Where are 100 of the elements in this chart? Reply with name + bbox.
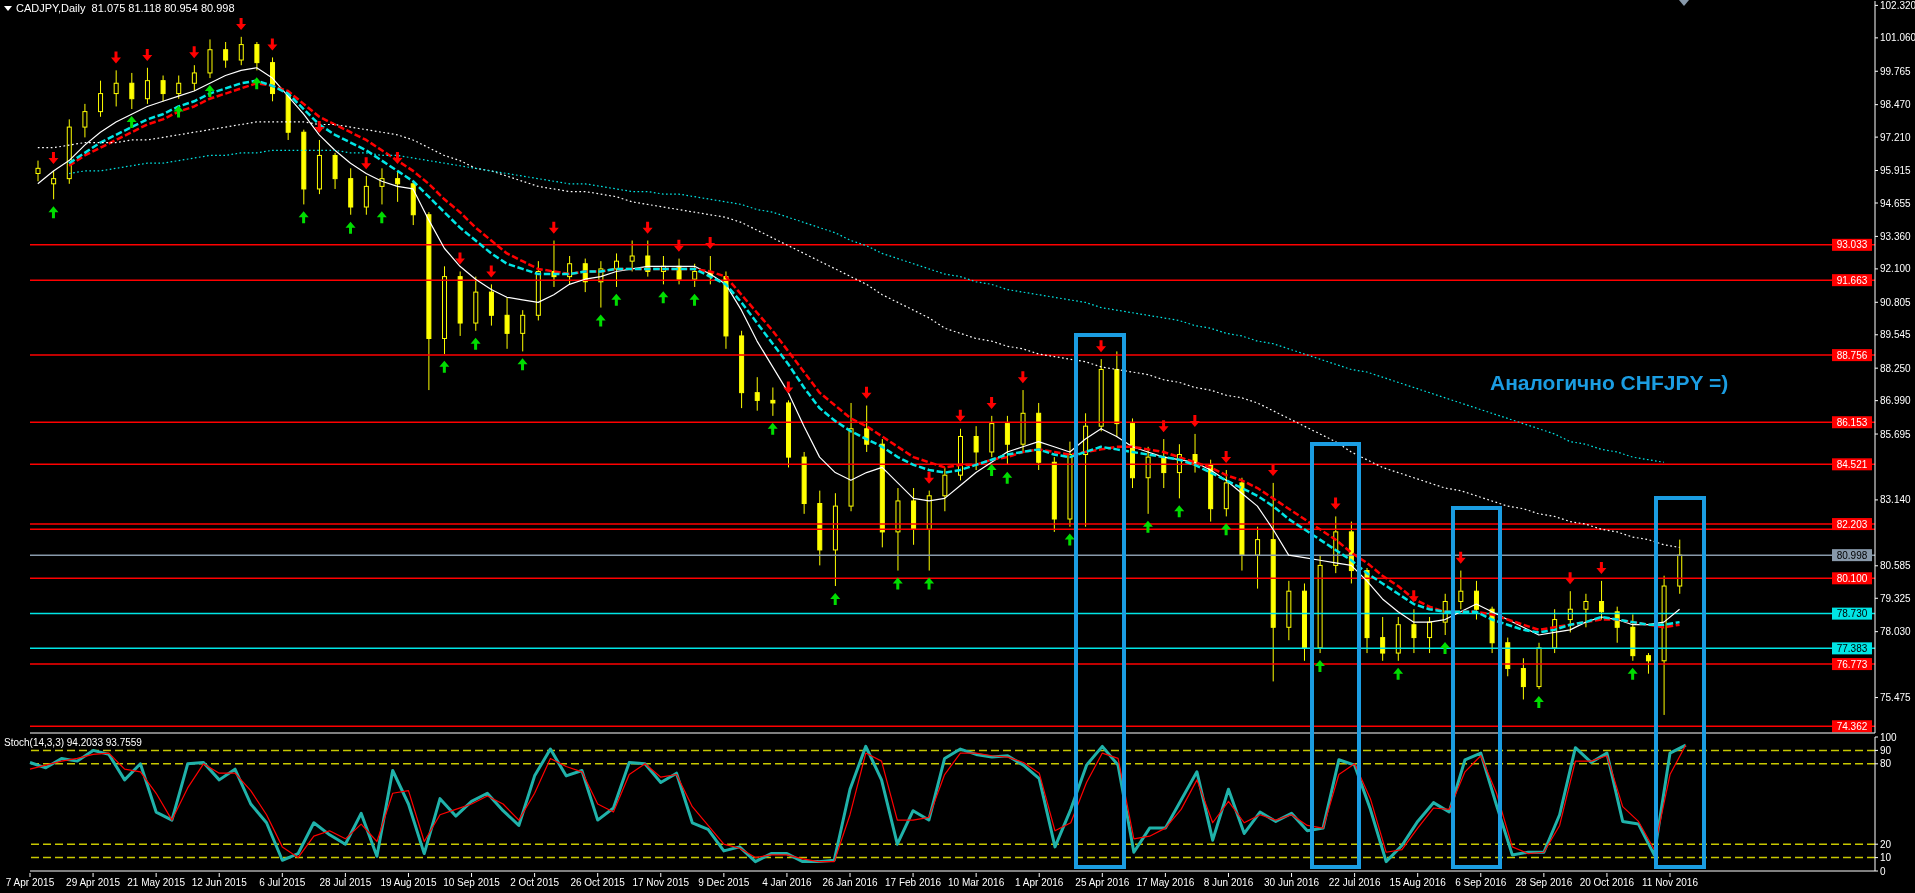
x-tick-label: 26 Jan 2016 [822, 877, 878, 888]
point [548, 221, 559, 234]
y-tick-label: 10 [1880, 852, 1892, 864]
y-tick-label: 90.805 [1880, 296, 1912, 308]
point [454, 252, 465, 265]
candlestick [35, 160, 41, 182]
candlestick [488, 283, 494, 327]
point [1002, 471, 1013, 484]
candlestick [1458, 570, 1464, 610]
point [314, 121, 325, 134]
y-tick-label: 0 [1880, 865, 1886, 877]
y-tick-label: 92.100 [1880, 263, 1912, 275]
x-tick-label: 17 Feb 2016 [884, 877, 942, 888]
candlestick [1473, 580, 1479, 621]
candlestick [82, 103, 88, 138]
point [1330, 497, 1341, 510]
point [611, 293, 622, 306]
point [48, 152, 59, 165]
candlestick [1380, 616, 1386, 662]
point [1596, 561, 1607, 574]
candlestick [1583, 593, 1589, 628]
x-tick-label: 8 Jun 2016 [1203, 877, 1254, 888]
y-tick-label: 79.325 [1880, 592, 1912, 604]
x-tick-label: 6 Jul 2015 [259, 877, 306, 888]
x-tick-label: 11 Nov 2016 [1642, 877, 1699, 888]
point [1221, 523, 1232, 536]
y-tick-label: 85.695 [1880, 428, 1912, 440]
candlestick [520, 309, 526, 352]
ref-line-label: 93.033 [1836, 239, 1868, 251]
candlestick [395, 170, 401, 203]
point [111, 51, 121, 64]
y-tick-label: 102.320 [1880, 0, 1915, 11]
ref-line-label: 82.203 [1836, 518, 1868, 530]
candlestick [1004, 415, 1010, 466]
candlestick [692, 263, 698, 288]
candlestick [363, 175, 369, 216]
x-tick-label: 30 Jun 2016 [1264, 877, 1320, 888]
point [642, 221, 653, 234]
point [486, 265, 497, 278]
x-tick-label: 15 Aug 2016 [1389, 877, 1447, 888]
y-tick-label: 101.060 [1880, 32, 1915, 44]
y-tick-label: 97.210 [1880, 131, 1912, 143]
point [1408, 590, 1419, 603]
chart-title: Stoch(14,3,3) 94.2033 93.7559 [4, 737, 142, 749]
point [1314, 659, 1325, 672]
candlestick [379, 167, 385, 205]
point [470, 337, 481, 350]
x-tick-label: 10 Mar 2016 [948, 877, 1005, 888]
ref-line-label: 77.383 [1836, 642, 1868, 654]
y-tick-label: 75.475 [1880, 692, 1912, 704]
x-tick-label: 22 Jul 2016 [1328, 877, 1381, 888]
point [783, 381, 794, 394]
y-tick-label: 98.470 [1880, 99, 1912, 111]
point [830, 592, 841, 605]
candlestick [614, 252, 620, 288]
x-tick-label: 26 Oct 2015 [570, 877, 626, 888]
point [705, 237, 716, 250]
point [517, 358, 528, 371]
x-tick-label: 17 May 2016 [1136, 877, 1195, 888]
x-tick-label: 2 Oct 2015 [510, 877, 560, 888]
point [955, 409, 966, 422]
x-tick-label: 25 Apr 2016 [1075, 877, 1130, 888]
point [1189, 415, 1200, 428]
point [1393, 667, 1404, 680]
x-tick-label: 7 Apr 2015 [5, 877, 55, 888]
x-tick-label: 29 Apr 2015 [66, 877, 121, 888]
candlestick [629, 240, 635, 272]
candlestick [973, 425, 979, 471]
candlestick [191, 64, 197, 92]
y-tick-label: 95.915 [1880, 165, 1912, 177]
x-tick-label: 20 Oct 2016 [1579, 877, 1635, 888]
candlestick [223, 41, 229, 69]
point [376, 211, 387, 224]
ref-line-label: 91.663 [1836, 274, 1868, 286]
x-tick-label: 28 Sep 2016 [1515, 877, 1573, 888]
y-tick-label: 99.765 [1880, 65, 1912, 77]
point [1017, 371, 1028, 384]
y-tick-label: 89.545 [1880, 329, 1912, 341]
point [1268, 464, 1279, 477]
point [1565, 572, 1576, 585]
point [142, 48, 153, 61]
ref-line-label: 84.521 [1836, 458, 1868, 470]
candlestick [1145, 446, 1151, 515]
point [1096, 340, 1107, 353]
point [767, 422, 778, 435]
candlestick [332, 152, 338, 190]
point [1158, 420, 1169, 433]
y-tick-label: 80.585 [1880, 560, 1912, 572]
candlestick [98, 80, 104, 118]
ref-line-label: 86.153 [1836, 416, 1868, 428]
candlestick [1645, 652, 1651, 675]
x-tick-label: 21 May 2015 [127, 877, 186, 888]
point [861, 386, 872, 399]
x-tick-label: 17 Nov 2015 [632, 877, 690, 888]
annotation: Аналогично CHFJPY =) [1490, 370, 1729, 396]
point [689, 293, 700, 306]
point [924, 577, 935, 590]
x-tick-label: 6 Sep 2016 [1455, 877, 1507, 888]
candlestick [160, 75, 166, 102]
candlestick [754, 376, 760, 412]
